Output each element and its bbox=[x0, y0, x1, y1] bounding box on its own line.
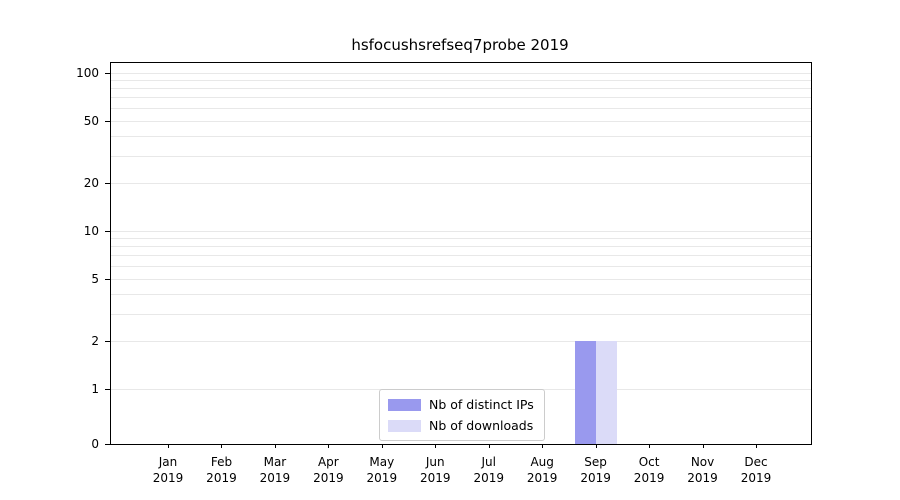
gridline bbox=[111, 313, 811, 315]
y-tick-label: 100 bbox=[76, 66, 99, 80]
legend-label: Nb of downloads bbox=[429, 418, 534, 433]
gridline bbox=[111, 120, 811, 122]
x-tick-mark bbox=[649, 444, 651, 448]
plot-area: 0 1 2 5 10 20 50 100 Jan 2019 Feb 2019 Mar 2019 Apr… bbox=[76, 62, 812, 485]
gridline bbox=[111, 108, 811, 110]
gridline bbox=[111, 231, 811, 232]
y-tick-mark bbox=[105, 231, 110, 232]
gridline bbox=[111, 73, 811, 74]
y-tick-mark bbox=[105, 73, 110, 74]
x-tick-mark bbox=[542, 444, 544, 448]
y-tick-label: 10 bbox=[83, 224, 99, 238]
x-tick-mark bbox=[702, 444, 704, 448]
x-tick-mark bbox=[595, 444, 597, 448]
gridline bbox=[111, 97, 811, 99]
y-tick-label: 20 bbox=[83, 176, 99, 191]
gridline bbox=[111, 266, 811, 268]
legend-swatch bbox=[388, 419, 421, 432]
legend-row: Nb of distinct IPs bbox=[388, 397, 534, 412]
bar-nb-of-downloads bbox=[595, 341, 617, 444]
legend-row: Nb of downloads bbox=[388, 418, 534, 433]
bar-nb-of-distinct-ips bbox=[574, 341, 596, 444]
gridline bbox=[111, 155, 811, 157]
legend: Nb of distinct IPs Nb of downloads bbox=[379, 389, 545, 441]
legend-swatch bbox=[388, 398, 421, 411]
x-tick-mark bbox=[168, 444, 169, 448]
chart-title: hsfocushsrefseq7probe 2019 bbox=[351, 36, 569, 54]
gridline bbox=[111, 88, 811, 90]
y-tick-label: 2 bbox=[91, 334, 99, 349]
gridline bbox=[111, 341, 811, 343]
y-tick-label: 50 bbox=[83, 113, 99, 128]
x-tick-mark bbox=[328, 444, 330, 448]
x-tick-mark bbox=[435, 444, 437, 448]
x-tick-label: Apr 2019 bbox=[313, 455, 344, 485]
y-tick-label: 1 bbox=[91, 382, 99, 396]
legend-label: Nb of distinct IPs bbox=[429, 397, 534, 412]
gridline bbox=[111, 278, 811, 280]
x-tick-label: Jul 2019 bbox=[473, 455, 504, 485]
gridline bbox=[111, 238, 811, 240]
x-tick-label: Dec 2019 bbox=[740, 455, 772, 485]
x-tick-mark bbox=[756, 444, 757, 448]
y-tick-mark bbox=[105, 278, 110, 280]
x-tick-label: May 2019 bbox=[366, 455, 398, 485]
x-tick-label: Jun 2019 bbox=[419, 455, 451, 485]
gridline bbox=[111, 183, 811, 185]
x-tick-label: Oct 2019 bbox=[633, 455, 665, 485]
gridline bbox=[111, 80, 811, 82]
x-tick-label: Mar 2019 bbox=[259, 455, 291, 485]
x-tick-label: Feb 2019 bbox=[206, 455, 237, 485]
x-tick-mark bbox=[274, 444, 276, 448]
x-tick-label: Jan 2019 bbox=[152, 455, 184, 485]
x-tick-label: Aug 2019 bbox=[526, 455, 558, 485]
x-tick-label: Sep 2019 bbox=[580, 455, 611, 485]
y-tick-label: 5 bbox=[91, 271, 99, 286]
gridline bbox=[111, 246, 811, 248]
gridline bbox=[111, 293, 811, 295]
gridline bbox=[111, 255, 811, 257]
y-tick-mark bbox=[105, 120, 110, 122]
x-tick-mark bbox=[488, 444, 490, 448]
y-tick-mark bbox=[105, 341, 110, 343]
y-tick-mark bbox=[105, 444, 110, 445]
y-tick-mark bbox=[105, 183, 110, 185]
x-tick-mark bbox=[221, 444, 223, 448]
gridline bbox=[111, 135, 811, 137]
y-tick-label: 0 bbox=[91, 437, 99, 451]
x-tick-mark bbox=[381, 444, 383, 448]
y-tick-mark bbox=[105, 389, 110, 390]
x-tick-label: Nov 2019 bbox=[687, 455, 718, 485]
